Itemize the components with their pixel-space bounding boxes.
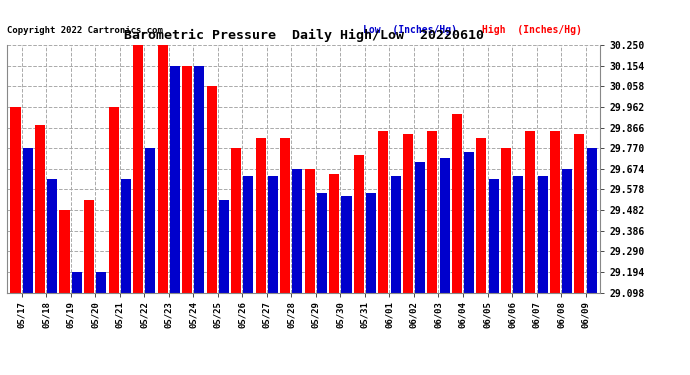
Text: Low  (Inches/Hg): Low (Inches/Hg) xyxy=(363,25,457,35)
Bar xyxy=(35,125,45,292)
Bar xyxy=(440,159,450,292)
Bar xyxy=(195,66,204,292)
Bar xyxy=(108,107,119,292)
Bar xyxy=(538,176,548,292)
Bar xyxy=(231,148,241,292)
Bar xyxy=(427,131,437,292)
Bar xyxy=(23,148,32,292)
Bar xyxy=(415,162,425,292)
Bar xyxy=(476,138,486,292)
Bar xyxy=(391,176,401,292)
Bar xyxy=(525,131,535,292)
Bar xyxy=(550,131,560,292)
Bar xyxy=(244,176,253,292)
Bar xyxy=(146,148,155,292)
Bar xyxy=(305,169,315,292)
Bar xyxy=(464,152,474,292)
Bar xyxy=(329,174,339,292)
Bar xyxy=(452,114,462,292)
Bar xyxy=(170,66,180,292)
Bar xyxy=(354,155,364,292)
Bar xyxy=(513,176,523,292)
Bar xyxy=(562,169,572,292)
Bar xyxy=(489,179,499,292)
Bar xyxy=(133,45,143,292)
Text: Copyright 2022 Cartronics.com: Copyright 2022 Cartronics.com xyxy=(7,26,163,35)
Bar xyxy=(121,179,131,292)
Bar xyxy=(586,148,597,292)
Bar xyxy=(206,86,217,292)
Bar xyxy=(97,272,106,292)
Bar xyxy=(575,134,584,292)
Bar xyxy=(342,196,351,292)
Bar xyxy=(293,169,302,292)
Bar xyxy=(378,131,388,292)
Bar xyxy=(280,138,290,292)
Bar xyxy=(59,210,70,292)
Title: Barometric Pressure  Daily High/Low  20220610: Barometric Pressure Daily High/Low 20220… xyxy=(124,29,484,42)
Bar xyxy=(403,134,413,292)
Text: High  (Inches/Hg): High (Inches/Hg) xyxy=(482,25,582,35)
Bar xyxy=(157,45,168,292)
Bar xyxy=(219,200,229,292)
Bar xyxy=(84,200,94,292)
Bar xyxy=(268,176,278,292)
Bar xyxy=(182,66,192,292)
Bar xyxy=(317,193,327,292)
Bar xyxy=(366,193,376,292)
Bar xyxy=(501,148,511,292)
Bar xyxy=(256,138,266,292)
Bar xyxy=(10,107,21,292)
Bar xyxy=(72,272,82,292)
Bar xyxy=(47,179,57,292)
